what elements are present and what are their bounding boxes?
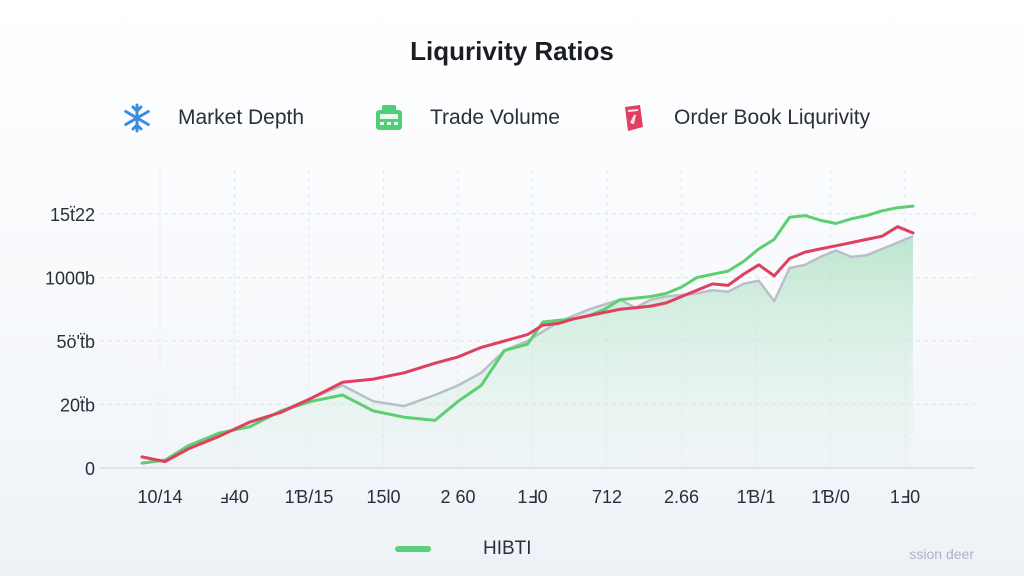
series-line-hibti	[140, 204, 915, 465]
x-tick-label: 1Ⅎ0	[517, 487, 547, 507]
watermark: ssion deer	[909, 546, 974, 562]
area-series-fill	[142, 236, 913, 468]
bottom-legend: HIBTI	[395, 538, 532, 560]
x-tick-label: 1Ɓ/15	[285, 487, 334, 507]
legend-swatch-hibti	[395, 546, 431, 552]
y-tick-label: 15ẗ22	[50, 205, 95, 225]
x-tick-label: 1Ɓ/1	[737, 487, 776, 507]
legend: Market Depth Trade Volume Order Book Liq…	[0, 100, 1024, 140]
card-icon	[616, 101, 650, 135]
x-tick-label: 2 60	[440, 487, 475, 507]
y-tick-label: 1000̈b	[45, 269, 95, 289]
x-tick-label: 1Ɓ/0	[811, 487, 850, 507]
x-tick-label: 15Ɩ0	[366, 487, 400, 507]
y-tick-label: 5ö'ẗb	[57, 332, 95, 352]
legend-label-order-book-liqurivity: Order Book Liqurivity	[674, 106, 871, 129]
legend-label-hibti: HIBTI	[483, 538, 532, 559]
chart-title: Liqurivity Ratios	[410, 36, 614, 66]
legend-item-order-book-liqurivity[interactable]: Order Book Liqurivity	[616, 100, 870, 136]
legend-item-trade-volume[interactable]: Trade Volume	[372, 100, 560, 136]
snowflake-icon	[120, 101, 154, 135]
series-line-red	[140, 225, 915, 464]
legend-label-trade-volume: Trade Volume	[430, 106, 560, 129]
x-tick-label: ⅎ40	[220, 487, 249, 507]
y-tick-label: 0	[85, 459, 95, 479]
x-tick-label: 712	[592, 487, 622, 507]
x-tick-label: 2.66	[664, 487, 699, 507]
y-tick-label: 20ẗb	[60, 396, 95, 416]
x-tick-label: 10/14	[137, 487, 182, 507]
legend-label-market-depth: Market Depth	[178, 106, 305, 129]
legend-item-market-depth[interactable]: Market Depth	[120, 100, 304, 136]
cash-register-icon	[372, 101, 406, 135]
x-tick-label: 1Ⅎ0	[890, 487, 920, 507]
